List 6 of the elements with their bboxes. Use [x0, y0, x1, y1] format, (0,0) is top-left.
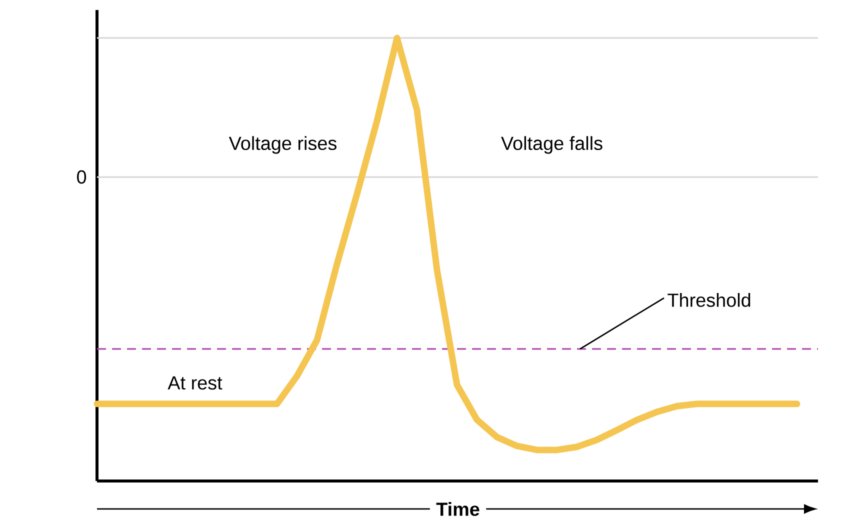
annotation: Voltage rises — [228, 136, 336, 154]
ref-line-label: Threshold — [668, 293, 750, 307]
text: 0 — [77, 170, 86, 184]
annotation: At rest — [168, 376, 222, 390]
annotation: Voltage falls — [501, 136, 602, 154]
x-axis-title: Time — [436, 502, 480, 516]
